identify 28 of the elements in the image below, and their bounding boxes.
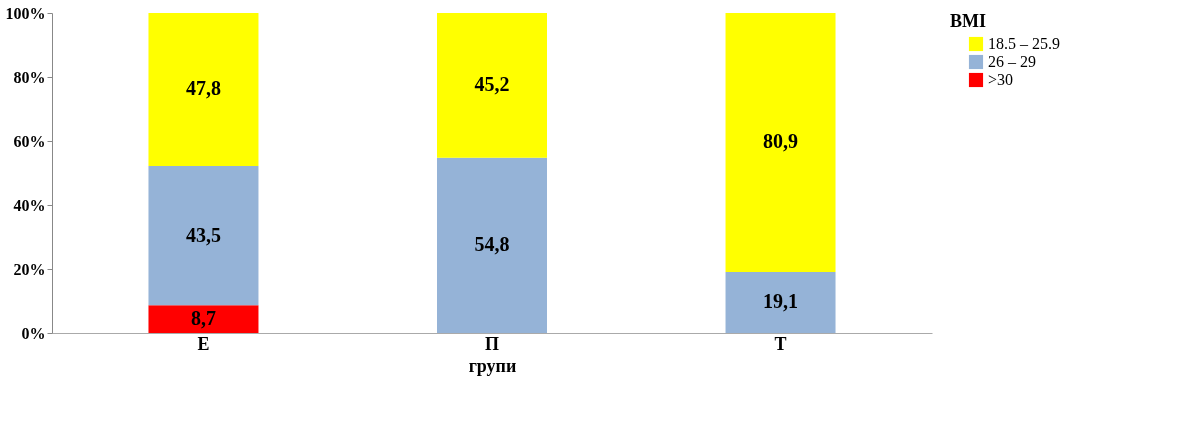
legend-title: ВМI xyxy=(950,11,986,31)
x-tick-label: Е xyxy=(197,333,210,354)
legend-label: 26 – 29 xyxy=(988,53,1036,70)
legend-label: 18.5 – 25.9 xyxy=(988,35,1060,52)
bar xyxy=(148,13,259,166)
x-tick-label: Т xyxy=(774,333,787,354)
y-tick-label: 80% xyxy=(13,68,46,86)
legend-label: >30 xyxy=(988,71,1014,88)
bar xyxy=(725,13,836,272)
data-label: 54,8 xyxy=(474,233,510,256)
data-label: 8,7 xyxy=(190,307,216,330)
x-tick-label: П xyxy=(484,333,500,354)
y-tick-label: 40% xyxy=(13,196,46,214)
bar xyxy=(437,157,547,333)
x-axis-title: групи xyxy=(468,355,517,376)
data-label: 47,8 xyxy=(185,77,221,100)
bar xyxy=(148,165,259,306)
y-tick-label: 0% xyxy=(21,324,46,342)
data-label: 80,9 xyxy=(763,130,799,153)
bar xyxy=(148,305,259,333)
data-label: 43,5 xyxy=(185,223,221,246)
bar xyxy=(437,13,547,158)
y-tick-label: 100% xyxy=(5,4,46,22)
y-tick-label: 60% xyxy=(13,132,46,150)
bar xyxy=(725,271,836,333)
y-tick-label: 20% xyxy=(13,260,46,278)
data-label: 19,1 xyxy=(763,290,799,313)
data-label: 45,2 xyxy=(474,73,510,96)
